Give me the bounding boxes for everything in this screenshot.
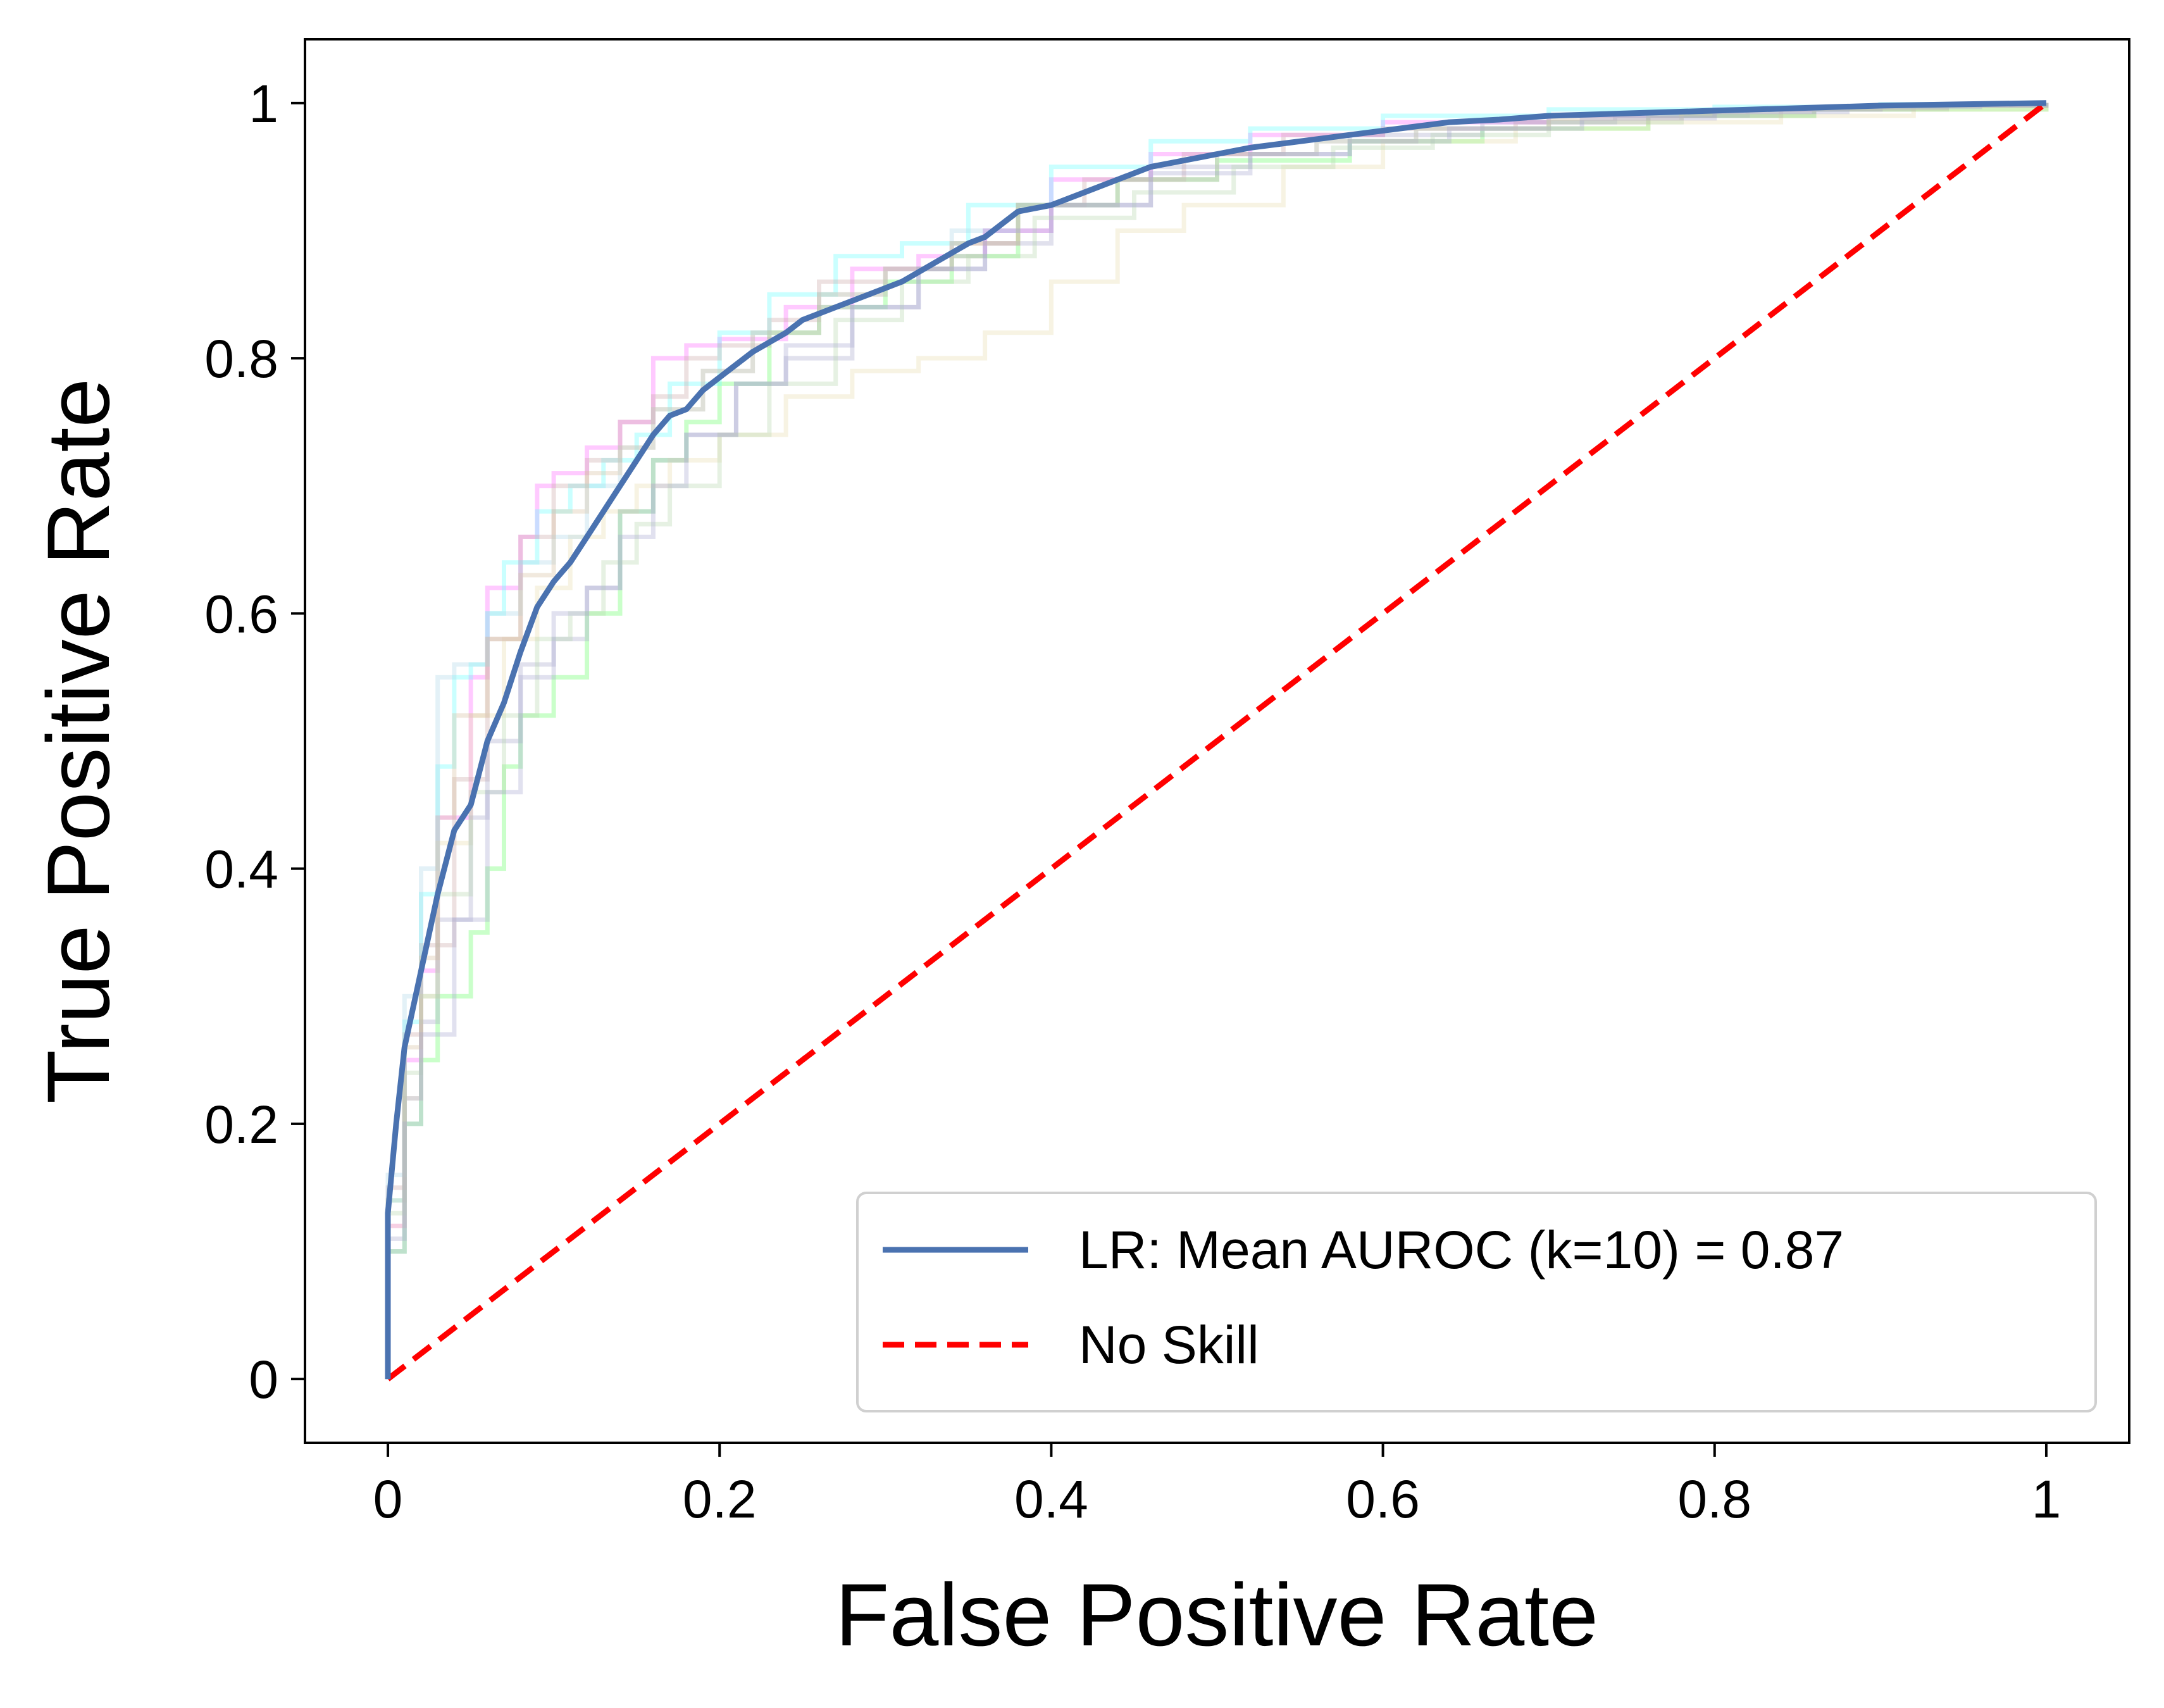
fold-curve-8 — [385, 103, 2049, 1380]
fold-curve-4 — [385, 103, 2049, 1380]
legend-label-mean-auroc: LR: Mean AUROC (k=10) = 0.87 — [1079, 1220, 1844, 1280]
y-axis-ticks: 0 0.2 0.4 0.6 0.8 1 — [204, 74, 305, 1409]
fold-curve-10 — [385, 102, 2049, 1380]
x-tick-label: 1 — [2032, 1469, 2061, 1529]
y-tick-label: 0.2 — [204, 1095, 278, 1154]
fold-curve-3 — [385, 102, 2049, 1380]
y-axis-label: True Positive Rate — [28, 378, 128, 1104]
x-tick-label: 0.8 — [1677, 1469, 1751, 1529]
y-tick-label: 0.6 — [204, 584, 278, 644]
no-skill-line — [386, 101, 2048, 1381]
x-tick-label: 0.4 — [1014, 1469, 1088, 1529]
y-tick-label: 1 — [249, 74, 278, 134]
legend: LR: Mean AUROC (k=10) = 0.87 No Skill — [856, 1192, 2097, 1412]
fold-curve-2 — [385, 103, 2049, 1380]
mean-roc-curve — [385, 100, 2047, 1380]
x-tick-label: 0 — [373, 1469, 403, 1529]
fold-curve-5 — [385, 103, 2049, 1380]
y-tick-label: 0.8 — [204, 329, 278, 389]
y-tick-label: 0 — [249, 1350, 278, 1409]
x-axis-ticks: 0 0.2 0.4 0.6 0.8 1 — [373, 1443, 2061, 1529]
series-curves — [385, 100, 2048, 1381]
fold-curve-6 — [385, 103, 2049, 1380]
x-tick-label: 0.2 — [683, 1469, 757, 1529]
legend-box — [856, 1192, 2097, 1412]
plot-frame — [304, 38, 2130, 1444]
y-tick-label: 0.4 — [204, 840, 278, 899]
x-tick-label: 0.6 — [1346, 1469, 1420, 1529]
legend-label-no-skill: No Skill — [1079, 1315, 1259, 1375]
x-axis-label: False Positive Rate — [835, 1565, 1598, 1664]
